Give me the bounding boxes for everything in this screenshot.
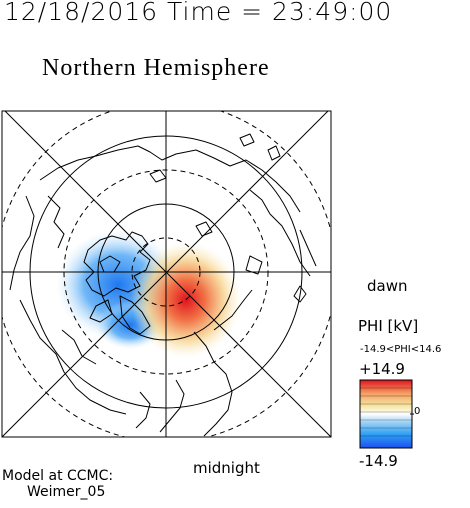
datetime-header: 12/18/2016 Time = 23:49:00 [4, 0, 393, 26]
colorbar [359, 379, 413, 449]
positive-potential-cell [131, 242, 241, 358]
map-frame [1, 110, 332, 438]
dawn-label: dawn [367, 277, 408, 295]
colorbar-min-label: -14.9 [359, 452, 398, 470]
coastlines [9, 133, 317, 437]
colorbar-max-label: +14.9 [359, 360, 405, 378]
colorbar-range: -14.9<PHI<14.6 [360, 344, 442, 355]
colorbar-ticks [360, 387, 412, 437]
model-source-label: Model at CCMC: [2, 468, 114, 484]
colorbar-title: PHI [kV] [358, 317, 419, 335]
model-name-label: Weimer_05 [27, 484, 106, 500]
midnight-label: midnight [193, 459, 260, 477]
colorbar-zero-label: 0 [414, 406, 421, 417]
map-title: Northern Hemisphere [42, 55, 270, 81]
meridians [2, 111, 331, 437]
